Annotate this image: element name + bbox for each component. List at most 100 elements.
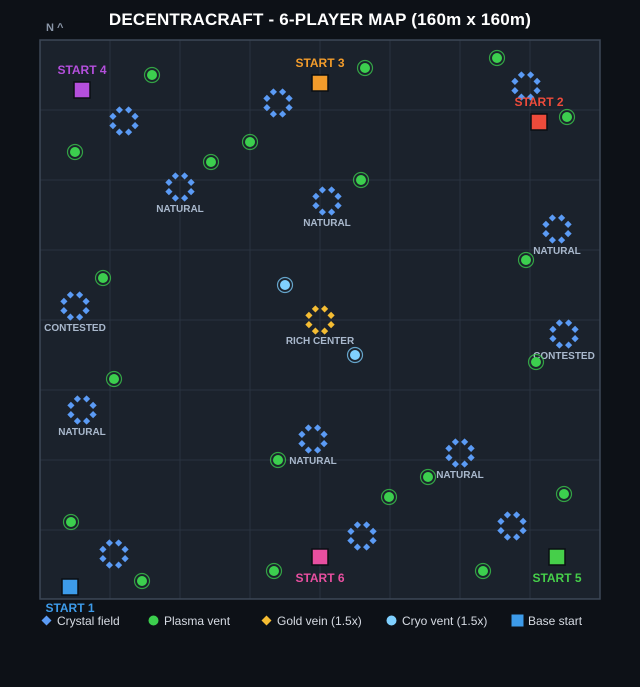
crystal-diamond [66,313,75,321]
crystal-diamond [115,128,124,136]
crystal-diamond [542,229,550,238]
crystal-diamond [114,561,123,569]
legend-item: Base start [511,614,582,628]
crystal-diamond [517,71,526,79]
crystal-diamond [445,453,453,462]
legend-label: Plasma vent [164,614,231,628]
crystal-diamond [82,297,90,306]
crystal-diamond [334,201,342,210]
crystal-diamond [99,545,107,554]
crystal-diamond [82,395,91,403]
crystal-diamond [131,121,139,130]
crystal-diamond [89,401,97,410]
crystal-diamond [89,410,97,419]
crystal-field [109,106,139,136]
plasma-vent [352,171,370,189]
crystal-diamond [467,444,475,453]
crystal-diamond [564,229,572,238]
crystal-field [511,71,541,101]
crystal-diamond [263,94,271,103]
legend-item: Cryo vent (1.5x) [385,614,487,628]
diamond-legend-icon [261,615,272,626]
start-base-6: START 6 [295,548,345,585]
map-title: DECENTRACRAFT - 6-PLAYER MAP (160m x 160… [108,10,532,29]
crystal-diamond [548,236,557,244]
plasma-vent [62,513,80,531]
start-label: START 1 [45,601,94,615]
crystal-diamond [460,460,469,468]
crystal-diamond [187,178,195,187]
crystal-diamond [362,521,371,529]
plasma-vent [66,143,84,161]
crystal-fields: NATURAL NATURAL NATURAL CONTESTED CONTESTED N… [44,71,595,569]
map-grid [40,40,600,599]
crystal-diamond [517,93,526,101]
crystal-field [549,319,579,349]
crystal-diamond [549,325,557,334]
crystal-diamond [327,320,335,329]
crystal-diamond [511,86,519,95]
legend-item: Plasma vent [147,614,230,628]
crystal-diamond [124,106,133,114]
crystal-diamond [564,319,573,327]
crystal-diamond [549,334,557,343]
crystal-diamond [548,214,557,222]
crystal-field-label: CONTESTED [533,351,595,362]
cryo-vents [276,276,364,364]
crystal-diamond [67,410,75,419]
crystal-diamond [305,311,313,320]
crystal-field-label: NATURAL [156,204,204,215]
crystal-diamond [313,424,322,432]
crystal-diamond [320,430,328,439]
crystal-diamond [298,439,306,448]
crystal-field [263,88,293,118]
crystal-diamond [320,439,328,448]
crystal-diamond [105,561,114,569]
start-base-5: START 5 [532,548,582,585]
crystal-diamond [171,172,180,180]
crystal-diamond [60,306,68,315]
crystal-diamond [519,517,527,526]
crystal-diamond [73,417,82,425]
crystal-diamond [557,236,566,244]
circle-legend-icon [148,615,159,626]
crystal-diamond [304,424,313,432]
gold-vein-label: RICH CENTER [286,336,355,347]
start-square [311,74,329,92]
crystal-diamond [285,103,293,112]
legend-label: Cryo vent (1.5x) [402,614,488,628]
crystal-diamond [369,536,377,545]
start-base-4: START 4 [57,63,107,99]
map-border [39,39,601,600]
crystal-diamond [278,88,287,96]
crystal-diamond [497,526,505,535]
crystal-diamond [519,526,527,535]
start-base-2: START 2 [514,95,564,131]
crystal-diamond [304,446,313,454]
crystal-diamond [75,291,84,299]
crystal-diamond [327,311,335,320]
crystal-diamond [526,71,535,79]
crystal-diamond [526,93,535,101]
crystal-diamond [460,438,469,446]
legend-item: Crystal field [40,614,120,628]
start-square [73,81,91,99]
plasma-vent [488,49,506,67]
start-label: START 2 [514,95,563,109]
crystal-diamond [555,341,564,349]
crystal-diamond [114,539,123,547]
crystal-field-label: NATURAL [289,456,337,467]
crystal-diamond [311,327,320,335]
crystal-diamond [467,453,475,462]
crystal-diamond [533,77,541,86]
crystal-diamond [109,121,117,130]
legend-label: Gold vein (1.5x) [277,614,362,628]
start-square [548,548,566,566]
legend-label: Base start [528,614,583,628]
crystal-diamond [320,327,329,335]
crystal-field [298,424,328,454]
crystal-field [445,438,475,468]
legend-label: Crystal field [57,614,120,628]
crystal-diamond [124,128,133,136]
north-indicator: N ^ [46,22,64,34]
